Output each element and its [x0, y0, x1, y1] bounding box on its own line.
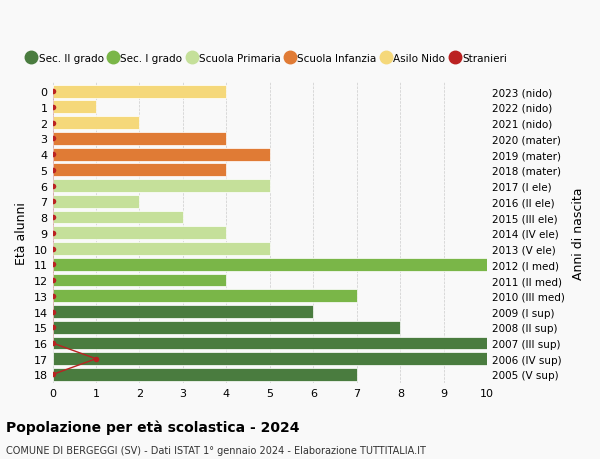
- Bar: [53, 85, 226, 98]
- Bar: [53, 274, 226, 287]
- Bar: [53, 353, 487, 365]
- Point: [48, 135, 58, 143]
- Y-axis label: Anni di nascita: Anni di nascita: [572, 187, 585, 280]
- Point: [48, 245, 58, 252]
- Point: [48, 371, 58, 378]
- Point: [48, 198, 58, 206]
- Point: [48, 308, 58, 315]
- Point: [48, 324, 58, 331]
- Point: [48, 120, 58, 127]
- Point: [48, 88, 58, 95]
- Point: [48, 292, 58, 300]
- Point: [48, 104, 58, 111]
- Point: [48, 230, 58, 237]
- Bar: [53, 227, 226, 240]
- Bar: [53, 305, 313, 318]
- Bar: [53, 117, 139, 130]
- Point: [48, 340, 58, 347]
- Point: [91, 355, 101, 363]
- Bar: [53, 180, 270, 193]
- Bar: [53, 321, 400, 334]
- Bar: [53, 242, 270, 255]
- Bar: [53, 101, 96, 114]
- Bar: [53, 196, 139, 208]
- Point: [48, 183, 58, 190]
- Text: COMUNE DI BERGEGGI (SV) - Dati ISTAT 1° gennaio 2024 - Elaborazione TUTTITALIA.I: COMUNE DI BERGEGGI (SV) - Dati ISTAT 1° …: [6, 445, 426, 455]
- Bar: [53, 368, 357, 381]
- Bar: [53, 133, 226, 146]
- Bar: [53, 148, 270, 161]
- Bar: [53, 290, 357, 302]
- Point: [48, 261, 58, 269]
- Text: Popolazione per età scolastica - 2024: Popolazione per età scolastica - 2024: [6, 420, 299, 435]
- Bar: [53, 337, 487, 350]
- Point: [48, 167, 58, 174]
- Point: [48, 151, 58, 158]
- Y-axis label: Età alunni: Età alunni: [15, 202, 28, 265]
- Bar: [53, 164, 226, 177]
- Point: [48, 214, 58, 221]
- Point: [48, 277, 58, 284]
- Bar: [53, 258, 487, 271]
- Bar: [53, 211, 183, 224]
- Legend: Sec. II grado, Sec. I grado, Scuola Primaria, Scuola Infanzia, Asilo Nido, Stran: Sec. II grado, Sec. I grado, Scuola Prim…: [23, 50, 511, 68]
